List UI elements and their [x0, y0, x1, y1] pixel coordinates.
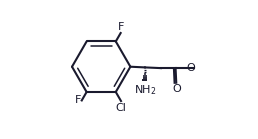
Text: F: F: [118, 22, 124, 32]
Text: O: O: [172, 84, 181, 94]
Text: Cl: Cl: [116, 103, 126, 113]
Text: F: F: [75, 95, 81, 105]
Text: NH$_2$: NH$_2$: [134, 83, 156, 97]
Text: O: O: [186, 63, 195, 73]
